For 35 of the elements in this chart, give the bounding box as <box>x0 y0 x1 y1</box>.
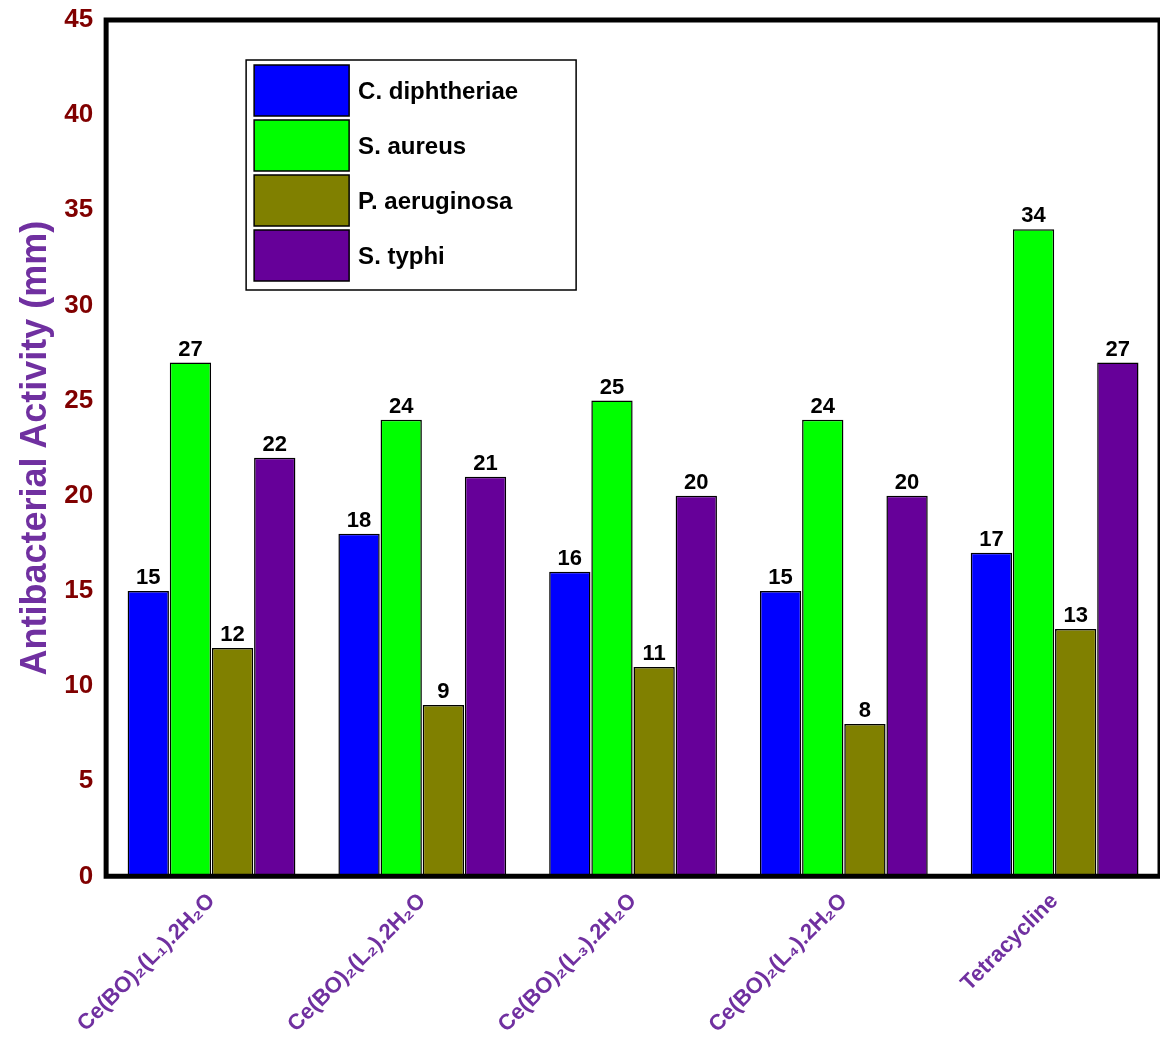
legend-label: S. aureus <box>358 132 467 160</box>
data-label: 22 <box>262 430 287 456</box>
data-label: 21 <box>473 449 498 475</box>
y-tick-label: 45 <box>64 3 94 34</box>
y-tick-label: 10 <box>64 669 94 700</box>
legend-label: P. aeruginosa <box>358 187 514 215</box>
y-tick-label: 5 <box>78 764 94 795</box>
data-label: 24 <box>810 392 836 418</box>
data-label: 15 <box>136 563 161 589</box>
legend-label: C. diphtheriae <box>358 77 519 105</box>
data-label: 34 <box>1021 202 1047 228</box>
legend-label: S. typhi <box>358 242 445 270</box>
y-tick-label: 30 <box>64 288 94 319</box>
y-tick-label: 20 <box>64 478 94 509</box>
data-label: 15 <box>768 563 793 589</box>
data-label: 9 <box>437 678 450 704</box>
data-label: 20 <box>684 468 709 494</box>
y-tick-label: 0 <box>78 859 94 890</box>
y-tick-label: 35 <box>64 193 94 224</box>
data-label: 17 <box>979 525 1004 551</box>
data-label: 16 <box>557 544 583 570</box>
y-tick-label: 15 <box>64 574 94 605</box>
data-label: 8 <box>858 697 872 723</box>
data-label: 18 <box>346 506 372 532</box>
data-label: 27 <box>178 335 203 361</box>
data-label: 24 <box>388 392 415 418</box>
data-label: 25 <box>599 373 625 399</box>
data-label: 11 <box>642 640 666 666</box>
data-label: 13 <box>1063 602 1088 628</box>
data-label: 12 <box>220 621 245 647</box>
y-axis-title: Antibacterial Activity (mm) <box>12 220 54 676</box>
y-tick-label: 25 <box>64 383 94 414</box>
y-tick-label: 40 <box>64 98 94 129</box>
data-label: 27 <box>1105 335 1131 361</box>
data-label: 20 <box>894 468 920 494</box>
